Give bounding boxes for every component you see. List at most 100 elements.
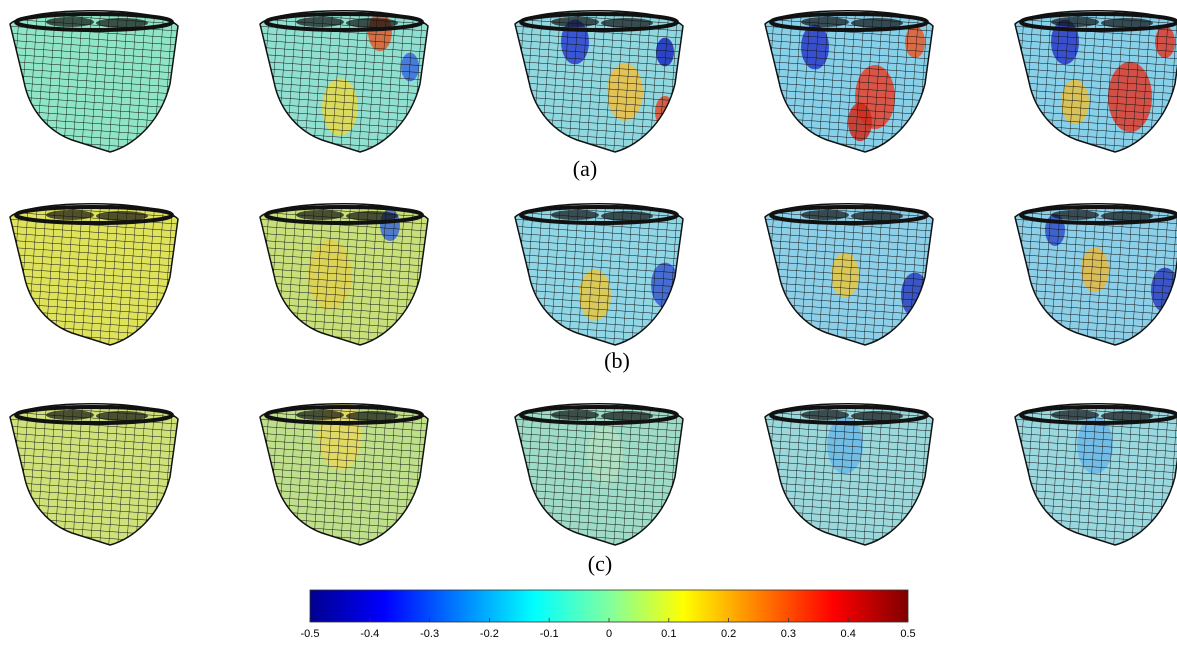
- heart-outline: [514, 403, 684, 546]
- valve-ring: [1019, 12, 1177, 32]
- heart-outline: [9, 203, 179, 346]
- heart: [1014, 10, 1177, 153]
- valve: [551, 17, 599, 27]
- heart-outline: [764, 203, 934, 346]
- heart: [764, 403, 934, 546]
- valve: [551, 210, 599, 220]
- heart-outline: [1014, 203, 1177, 346]
- heart-outline: [764, 403, 934, 546]
- heart-outline: [9, 403, 179, 546]
- tick-label: 0.4: [841, 628, 856, 640]
- valve-ring: [14, 12, 174, 32]
- heart: [9, 203, 179, 346]
- heart-surface: [765, 405, 933, 545]
- mesh-grid: [765, 405, 933, 545]
- valve: [1101, 411, 1153, 421]
- valve: [801, 17, 849, 27]
- heart: [259, 403, 429, 546]
- heart-surface: [515, 205, 683, 345]
- valve-ring: [14, 405, 174, 425]
- valve-ring: [519, 205, 679, 225]
- valve: [346, 211, 398, 221]
- valve: [1101, 211, 1153, 221]
- valve-ring: [769, 205, 929, 225]
- valve: [851, 411, 903, 421]
- mesh-grid: [10, 205, 178, 345]
- valve: [1101, 18, 1153, 28]
- valve-ring: [519, 405, 679, 425]
- tick-label: -0.4: [360, 628, 379, 640]
- mesh-grid: [260, 205, 428, 345]
- heart-surface: [515, 12, 683, 152]
- heart-outline: [1014, 10, 1177, 153]
- heart-surface: [1015, 205, 1177, 345]
- heart: [259, 10, 429, 153]
- tick-label: 0: [606, 628, 612, 640]
- tick-label: 0.5: [900, 628, 915, 640]
- heart: [514, 10, 684, 153]
- valve-ring: [769, 12, 929, 32]
- heart-surface: [10, 405, 178, 545]
- valve: [96, 211, 148, 221]
- heart-surface: [515, 405, 683, 545]
- valve: [296, 410, 344, 420]
- panel-label: (c): [588, 551, 612, 576]
- valve-ring: [264, 12, 424, 32]
- valve-ring: [1019, 205, 1177, 225]
- valve: [801, 210, 849, 220]
- heart-surface: [1015, 12, 1177, 152]
- mesh-grid: [260, 12, 428, 152]
- tick-label: -0.1: [540, 628, 559, 640]
- tick-label: 0.1: [661, 628, 676, 640]
- mesh-grid: [260, 405, 428, 545]
- heart: [514, 203, 684, 346]
- heart: [9, 10, 179, 153]
- heart: [9, 403, 179, 546]
- heart-surface: [10, 12, 178, 152]
- valve: [96, 18, 148, 28]
- heart-surface: [765, 205, 933, 345]
- heart-surface: [260, 205, 428, 345]
- valve: [346, 411, 398, 421]
- valve-ring: [1019, 405, 1177, 425]
- valve-ring: [264, 405, 424, 425]
- valve-ring: [264, 205, 424, 225]
- valve: [601, 211, 653, 221]
- heart-outline: [1014, 403, 1177, 546]
- heart: [259, 203, 429, 346]
- valve: [601, 18, 653, 28]
- mesh-grid: [1015, 205, 1177, 345]
- heart-outline: [259, 403, 429, 546]
- mesh-grid: [765, 205, 933, 345]
- valve-ring: [769, 405, 929, 425]
- heart: [1014, 203, 1177, 346]
- mesh-grid: [515, 12, 683, 152]
- mesh-grid: [765, 12, 933, 152]
- heart-outline: [259, 10, 429, 153]
- valve: [801, 410, 849, 420]
- valve: [96, 411, 148, 421]
- mesh-grid: [1015, 12, 1177, 152]
- tick-label: -0.5: [301, 628, 320, 640]
- heart: [764, 10, 934, 153]
- valve: [346, 18, 398, 28]
- heart-outline: [514, 203, 684, 346]
- tick-label: 0.2: [721, 628, 736, 640]
- valve: [851, 211, 903, 221]
- heart: [514, 403, 684, 546]
- heart-surface: [10, 205, 178, 345]
- tick-label: -0.3: [420, 628, 439, 640]
- colorbar-ticks: -0.5 -0.4 -0.3 -0.2 -0.1 0 0.1 0.2 0.3 0.4 0.5: [301, 618, 916, 640]
- valve: [296, 210, 344, 220]
- mesh-grid: [515, 405, 683, 545]
- panel-label: (a): [573, 156, 597, 181]
- mesh-grid: [10, 12, 178, 152]
- heart-outline: [9, 10, 179, 153]
- valve: [1051, 17, 1099, 27]
- valve: [296, 17, 344, 27]
- mesh-grid: [10, 405, 178, 545]
- heart-outline: [764, 10, 934, 153]
- valve: [46, 210, 94, 220]
